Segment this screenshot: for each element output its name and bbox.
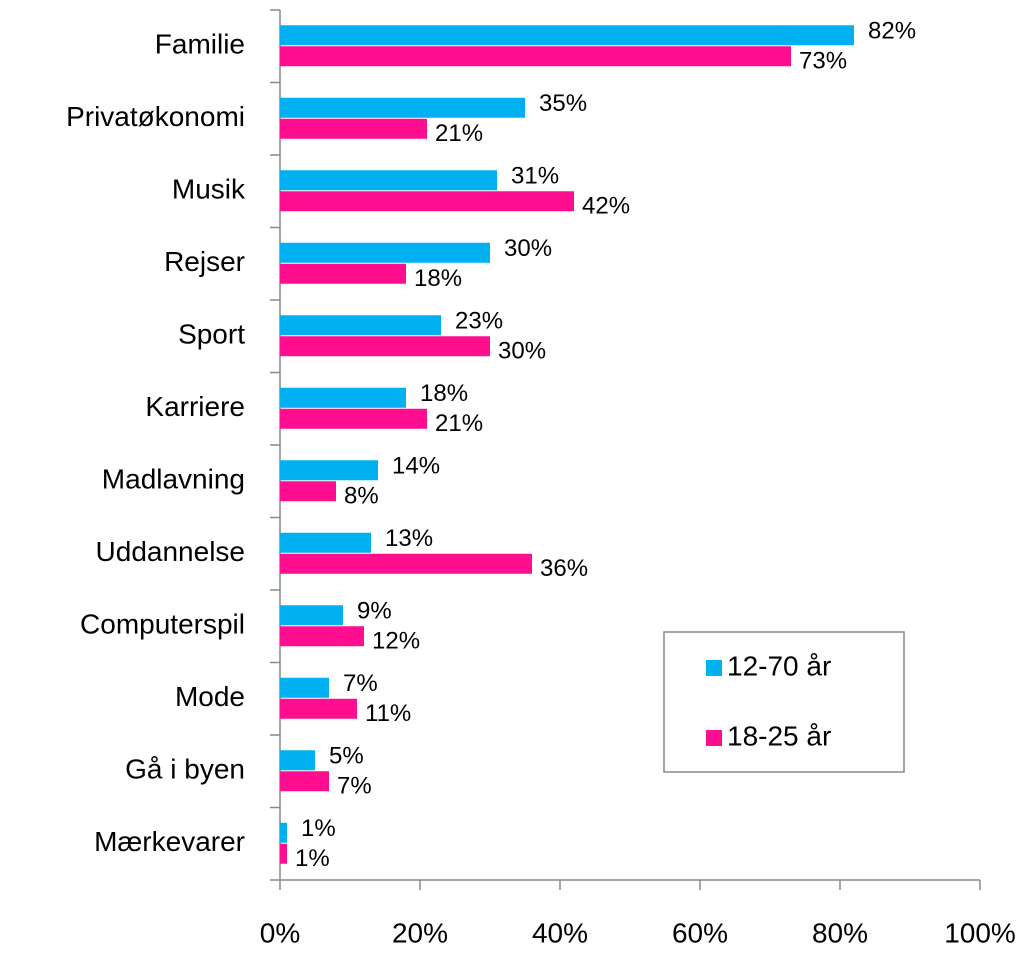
bar bbox=[280, 605, 343, 626]
category-label: Karriere bbox=[145, 391, 245, 422]
bar bbox=[280, 315, 441, 336]
category-label: Rejser bbox=[164, 246, 245, 277]
value-label: 21% bbox=[435, 410, 483, 437]
value-label: 42% bbox=[582, 193, 630, 220]
value-label: 30% bbox=[498, 338, 546, 365]
bar bbox=[280, 170, 497, 191]
value-label: 8% bbox=[344, 483, 379, 510]
category-label: Gå i byen bbox=[125, 754, 245, 785]
value-label: 82% bbox=[868, 18, 916, 45]
value-label: 7% bbox=[343, 670, 378, 697]
value-label: 9% bbox=[357, 598, 392, 625]
bar bbox=[280, 263, 406, 284]
x-tick-label: 20% bbox=[392, 917, 448, 948]
value-label: 30% bbox=[504, 235, 552, 262]
x-tick-label: 60% bbox=[672, 917, 728, 948]
bar bbox=[280, 387, 406, 408]
category-label: Familie bbox=[155, 29, 245, 60]
value-label: 12% bbox=[372, 628, 420, 655]
bar bbox=[280, 626, 364, 647]
bar bbox=[280, 242, 490, 263]
category-label: Musik bbox=[172, 174, 246, 205]
bar bbox=[280, 532, 371, 553]
category-label: Uddannelse bbox=[96, 536, 245, 567]
value-label: 14% bbox=[392, 453, 440, 480]
value-label: 5% bbox=[329, 743, 364, 770]
legend-swatch bbox=[706, 660, 722, 676]
value-label: 13% bbox=[385, 525, 433, 552]
value-label: 11% bbox=[365, 700, 411, 727]
value-label: 18% bbox=[420, 380, 468, 407]
category-label: Sport bbox=[178, 319, 245, 350]
category-label: Mærkevarer bbox=[94, 826, 245, 857]
bar bbox=[280, 843, 287, 864]
bar bbox=[280, 118, 427, 139]
bar bbox=[280, 677, 329, 698]
bar bbox=[280, 698, 357, 719]
bar bbox=[280, 750, 315, 771]
legend-box bbox=[663, 631, 905, 773]
bar bbox=[280, 553, 532, 574]
value-label: 36% bbox=[540, 555, 588, 582]
value-label: 18% bbox=[414, 265, 462, 292]
category-label: Mode bbox=[175, 681, 245, 712]
bar bbox=[280, 336, 490, 357]
value-label: 73% bbox=[799, 48, 847, 75]
value-label: 7% bbox=[337, 773, 372, 800]
bar bbox=[280, 822, 287, 843]
bar bbox=[280, 97, 525, 118]
value-label: 31% bbox=[511, 163, 559, 190]
value-label: 1% bbox=[301, 815, 336, 842]
category-label: Madlavning bbox=[102, 464, 245, 495]
bar bbox=[280, 460, 378, 481]
x-tick-label: 40% bbox=[532, 917, 588, 948]
bar bbox=[280, 46, 791, 67]
legend-label: 18-25 år bbox=[727, 720, 831, 751]
legend-swatch bbox=[706, 730, 722, 746]
value-label: 21% bbox=[435, 120, 483, 147]
bar bbox=[280, 481, 336, 502]
x-tick-label: 80% bbox=[812, 917, 868, 948]
value-label: 35% bbox=[539, 90, 587, 117]
bar bbox=[280, 408, 427, 429]
x-tick-label: 100% bbox=[944, 917, 1016, 948]
value-label: 23% bbox=[455, 308, 503, 335]
category-label: Computerspil bbox=[80, 609, 245, 640]
bar bbox=[280, 191, 574, 212]
x-tick-label: 0% bbox=[260, 917, 300, 948]
bar bbox=[280, 771, 329, 792]
value-label: 1% bbox=[295, 845, 330, 872]
category-label: Privatøkonomi bbox=[66, 101, 245, 132]
legend-label: 12-70 år bbox=[727, 650, 831, 681]
bar bbox=[280, 25, 854, 46]
legend: 12-70 år 18-25 år bbox=[663, 631, 905, 773]
